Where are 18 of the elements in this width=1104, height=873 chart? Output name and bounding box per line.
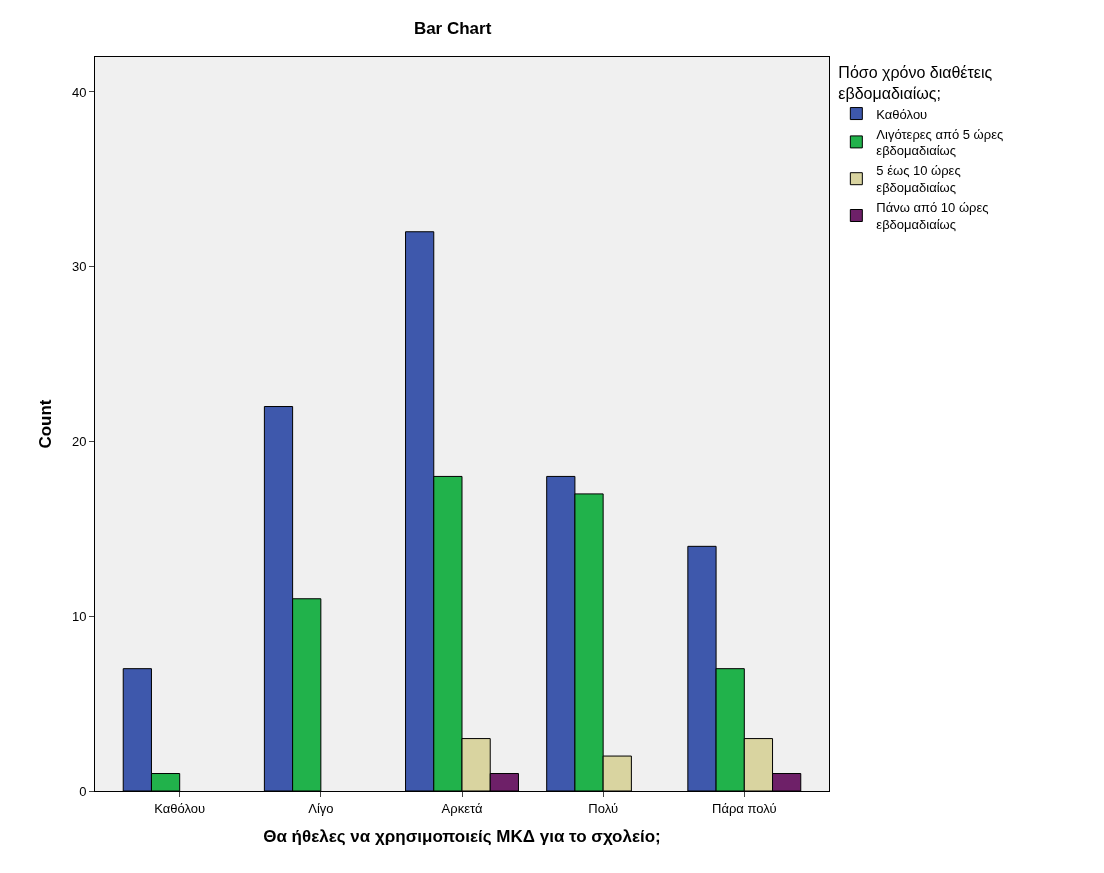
x-tick-label: Αρκετά xyxy=(441,800,483,816)
y-tick-label: 20 xyxy=(71,434,87,450)
legend-label: Καθόλου xyxy=(876,106,928,122)
x-tick-label: Λίγο xyxy=(308,800,334,816)
y-tick-label: 0 xyxy=(79,783,87,799)
legend-title: Πόσο χρόνο διαθέτεις εβδομαδιαίως; xyxy=(838,63,993,102)
y-tick-label: 10 xyxy=(71,608,87,624)
chart-title: Bar Chart xyxy=(413,18,492,38)
legend-label: Πάνω από 10 ώρες εβδομαδιαίως xyxy=(876,200,989,233)
y-tick-label: 40 xyxy=(71,84,87,100)
x-axis-title: Θα ήθελες να χρησιμοποιείς ΜΚΔ για το σχολείο; xyxy=(263,827,661,846)
x-tick-label: Καθόλου xyxy=(154,800,206,816)
y-tick-label: 30 xyxy=(71,259,87,275)
y-axis-title: Count xyxy=(36,399,56,449)
legend-label: Λιγότερες από 5 ώρες εβδομαδιαίως xyxy=(876,126,1004,159)
x-tick-label: Πάρα πολύ xyxy=(712,800,777,816)
x-tick-label: Πολύ xyxy=(588,800,618,816)
legend-label: 5 έως 10 ώρες εβδομαδιαίως xyxy=(876,163,961,196)
